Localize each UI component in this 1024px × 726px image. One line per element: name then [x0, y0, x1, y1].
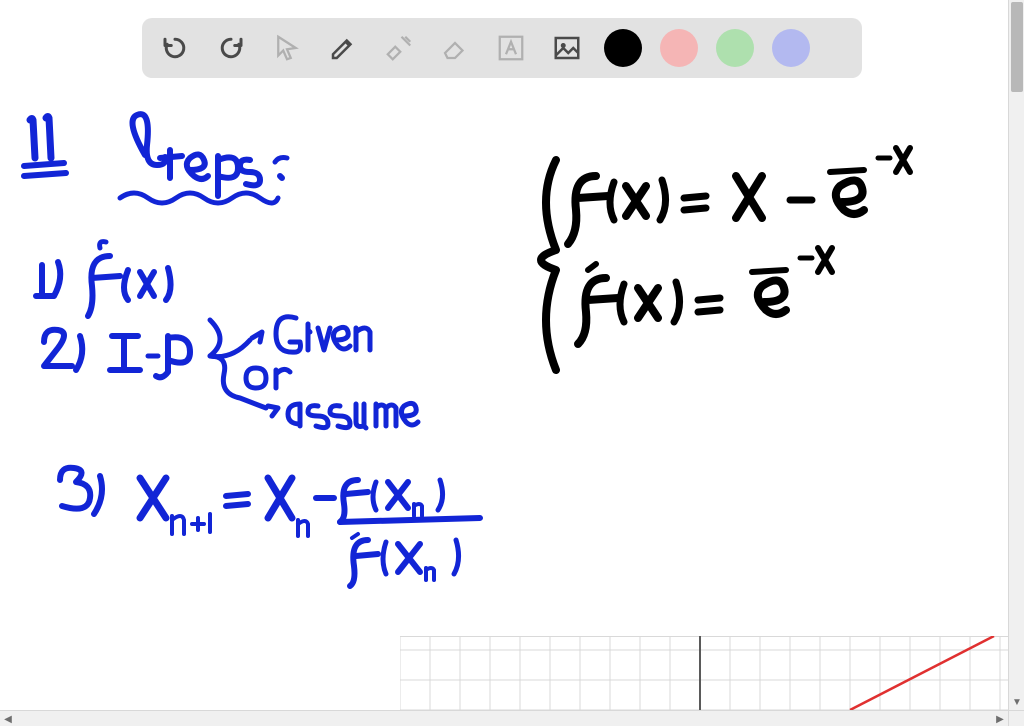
mini-plot — [400, 636, 1008, 710]
hammer-wrench-icon — [384, 33, 414, 63]
whiteboard-viewport: ▲ ▼ ◀ ▶ — [0, 0, 1024, 726]
image-icon — [552, 33, 582, 63]
redo-icon — [216, 33, 246, 63]
color-swatch-green[interactable] — [716, 29, 754, 67]
scroll-down-icon: ▼ — [1009, 694, 1024, 710]
eraser-icon — [440, 33, 470, 63]
redo-button[interactable] — [212, 29, 250, 67]
tools-button[interactable] — [380, 29, 418, 67]
pen-tool[interactable] — [324, 29, 362, 67]
color-swatch-black[interactable] — [604, 29, 642, 67]
image-tool[interactable] — [548, 29, 586, 67]
undo-button[interactable] — [156, 29, 194, 67]
scroll-corner — [1008, 710, 1024, 726]
whiteboard-canvas — [0, 0, 1008, 710]
text-tool[interactable] — [492, 29, 530, 67]
vertical-scroll-thumb[interactable] — [1011, 2, 1023, 92]
scroll-left-icon: ◀ — [0, 711, 16, 726]
color-swatch-red[interactable] — [660, 29, 698, 67]
scroll-right-icon: ▶ — [992, 711, 1008, 726]
horizontal-scrollbar[interactable]: ◀ ▶ — [0, 710, 1008, 726]
eraser-tool[interactable] — [436, 29, 474, 67]
pointer-icon — [272, 33, 302, 63]
pen-icon — [328, 33, 358, 63]
vertical-scrollbar[interactable]: ▲ ▼ — [1008, 0, 1024, 710]
pointer-tool[interactable] — [268, 29, 306, 67]
undo-icon — [160, 33, 190, 63]
text-icon — [496, 33, 526, 63]
color-swatch-blue[interactable] — [772, 29, 810, 67]
drawing-toolbar — [142, 18, 862, 78]
